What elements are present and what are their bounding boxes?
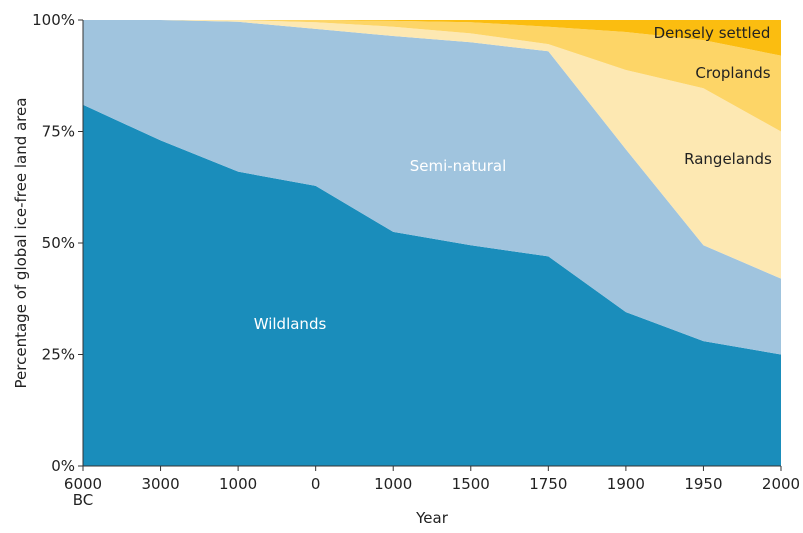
x-tick-label: 6000 BC: [63, 475, 103, 509]
area: [83, 104, 781, 467]
y-tick-label: 0%: [51, 457, 75, 475]
x-axis-label: Year: [415, 509, 449, 527]
area: [83, 20, 781, 355]
areas: [83, 20, 781, 467]
x-tick-label: 0: [310, 475, 321, 493]
area: [83, 20, 781, 56]
x-tick-label: 3000: [141, 475, 180, 493]
x-tick-label: 1000: [374, 475, 413, 493]
area: [83, 20, 781, 132]
y-tick-label: 50%: [42, 234, 75, 252]
series-label: Wildlands: [254, 315, 327, 333]
x-tick-label: 1750: [529, 475, 568, 493]
series-label: Semi-natural: [410, 157, 507, 175]
series-label: Croplands: [695, 64, 770, 82]
y-tick-label: 25%: [42, 346, 75, 364]
y-tick-label: 75%: [42, 123, 75, 141]
series-label: Densely settled: [654, 24, 771, 42]
area: [83, 20, 781, 279]
x-tick-label: 1900: [606, 475, 645, 493]
y-axis-label: Percentage of global ice-free land area: [12, 98, 30, 389]
x-tick-label: 1500: [451, 475, 490, 493]
x-tick-label: 1000: [219, 475, 258, 493]
x-tick-label: 2000: [761, 475, 801, 493]
series-label: Rangelands: [684, 150, 772, 168]
y-tick-label: 100%: [32, 11, 75, 29]
x-tick-label: 1950: [684, 475, 723, 493]
